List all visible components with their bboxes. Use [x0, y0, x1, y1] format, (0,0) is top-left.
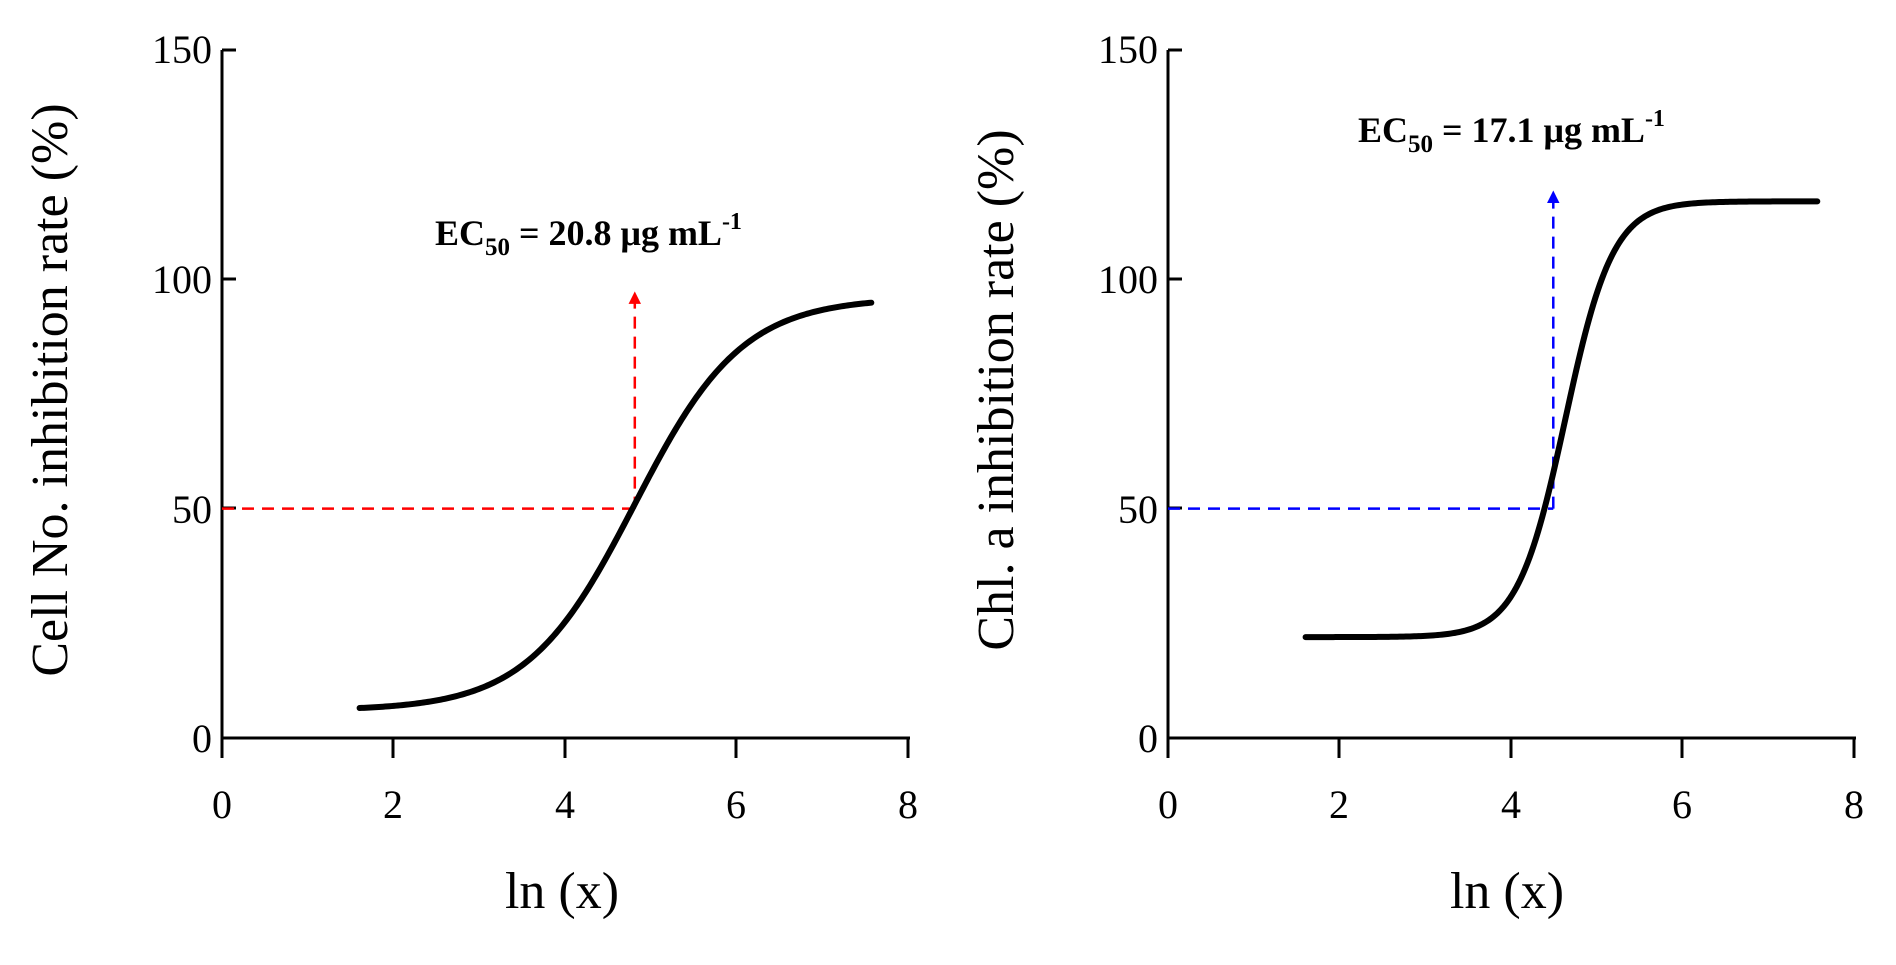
- y-tick-labels: 0 50 100 150: [152, 27, 212, 761]
- ec50-subscript: 50: [485, 234, 510, 261]
- x-tick-label: 2: [383, 782, 403, 827]
- y-tick-label: 150: [152, 27, 212, 72]
- dose-response-curve: [1302, 198, 1821, 641]
- x-tick-label: 4: [1501, 782, 1521, 827]
- x-ticks: [220, 738, 910, 758]
- ec50-prefix: EC: [435, 213, 485, 253]
- x-tick-label: 2: [1329, 782, 1349, 827]
- x-tick-label: 0: [1158, 782, 1178, 827]
- x-axis-title: ln (x): [505, 863, 619, 920]
- ec50-prefix: EC: [1358, 110, 1408, 150]
- x-tick-label: 6: [726, 782, 746, 827]
- ec50-annotation: EC50 = 20.8 μg mL-1: [435, 209, 742, 261]
- ec50-subscript: 50: [1408, 131, 1433, 158]
- x-tick-label: 0: [212, 782, 232, 827]
- x-tick-label: 8: [1844, 782, 1864, 827]
- y-tick-label: 50: [1118, 487, 1158, 532]
- y-tick-label: 100: [1098, 257, 1158, 302]
- y-tick-label: 50: [172, 487, 212, 532]
- x-ticks: [1166, 738, 1856, 758]
- y-tick-label: 150: [1098, 27, 1158, 72]
- ec50-value: = 20.8 μg mL: [510, 213, 722, 253]
- ec50-value: = 17.1 μg mL: [1433, 110, 1645, 150]
- ec50-unit-exponent: -1: [722, 209, 742, 235]
- x-tick-labels: 0 2 4 6 8: [1158, 782, 1864, 827]
- ec50-annotation: EC50 = 17.1 μg mL-1: [1358, 106, 1665, 158]
- y-tick-label: 100: [152, 257, 212, 302]
- y-axis-title: Chl. a inhibition rate (%): [968, 129, 1025, 650]
- y-ticks: [1168, 48, 1182, 740]
- x-tick-labels: 0 2 4 6 8: [212, 782, 918, 827]
- y-ticks: [222, 48, 236, 740]
- chart-cell-no: Cell No. inhibition rate (%) ln (x) 0 50…: [22, 27, 918, 920]
- chart-chl-a: Chl. a inhibition rate (%) ln (x) 0 50 1…: [968, 27, 1864, 920]
- x-tick-label: 6: [1672, 782, 1692, 827]
- x-axis-title: ln (x): [1450, 863, 1564, 920]
- x-tick-label: 4: [555, 782, 575, 827]
- x-tick-label: 8: [898, 782, 918, 827]
- y-axis-title: Cell No. inhibition rate (%): [22, 103, 79, 676]
- y-tick-labels: 0 50 100 150: [1098, 27, 1158, 761]
- y-tick-label: 0: [1138, 716, 1158, 761]
- y-tick-label: 0: [192, 716, 212, 761]
- dose-response-curve: [356, 299, 875, 712]
- ec50-unit-exponent: -1: [1645, 106, 1665, 132]
